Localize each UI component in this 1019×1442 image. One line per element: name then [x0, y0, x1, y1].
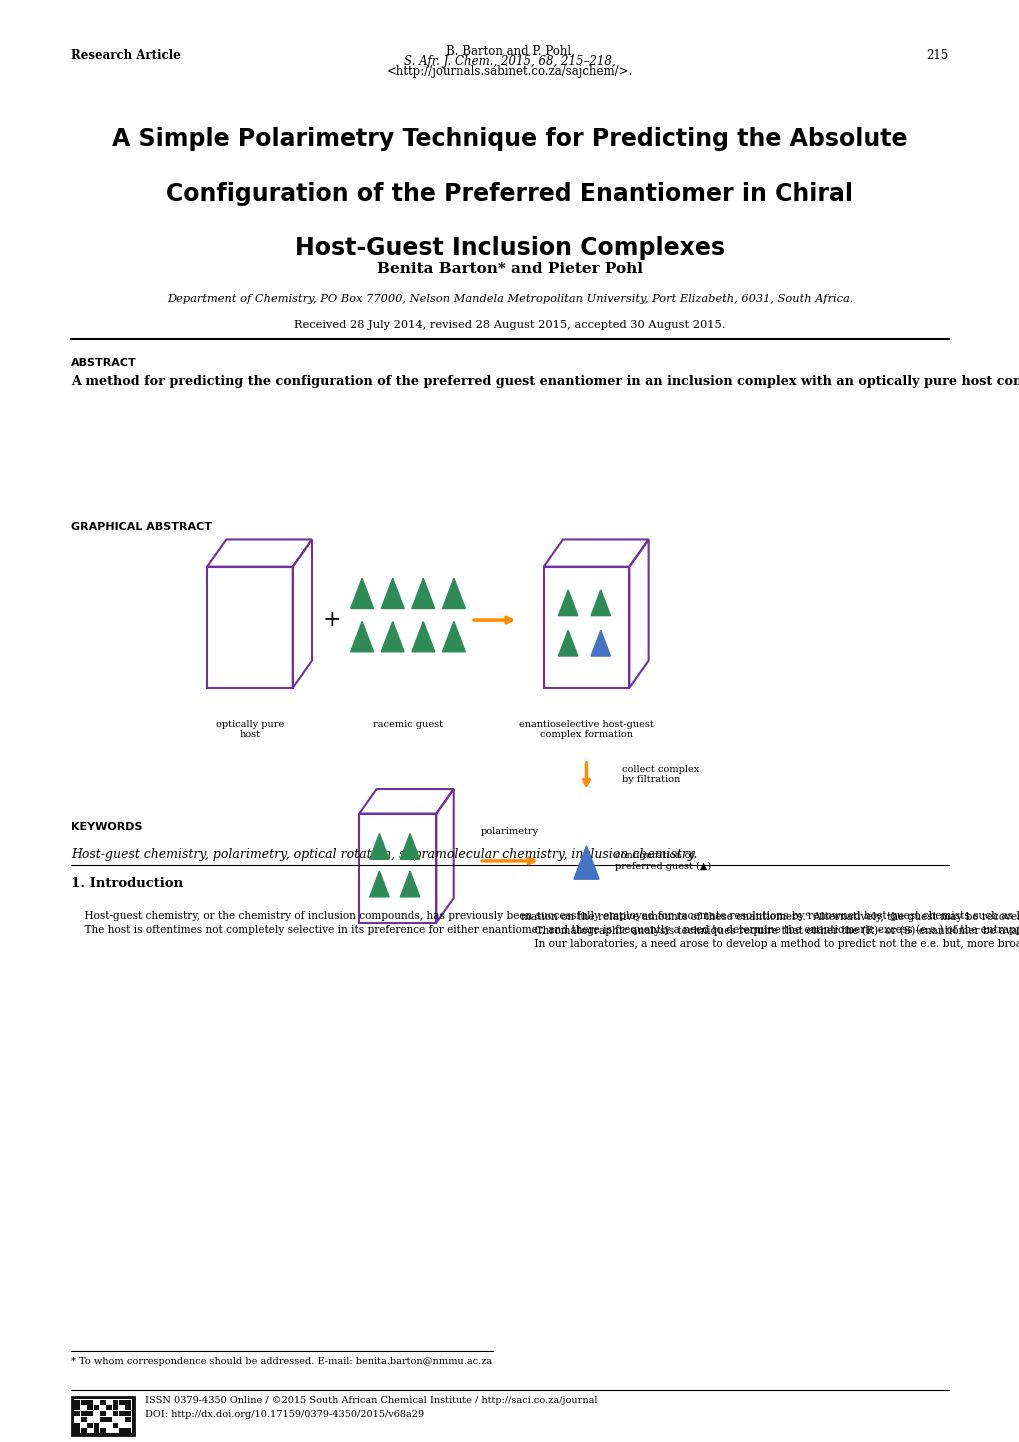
Text: <http://journals.sabinet.co.za/sajchem/>.: <http://journals.sabinet.co.za/sajchem/>…	[386, 65, 633, 78]
Polygon shape	[399, 833, 420, 859]
FancyBboxPatch shape	[74, 1406, 81, 1410]
FancyBboxPatch shape	[125, 1417, 130, 1422]
FancyBboxPatch shape	[100, 1429, 105, 1433]
FancyBboxPatch shape	[74, 1423, 81, 1428]
Text: * To whom correspondence should be addressed. E-mail: benita.barton@nmmu.ac.za: * To whom correspondence should be addre…	[71, 1357, 492, 1366]
FancyBboxPatch shape	[106, 1406, 112, 1410]
FancyBboxPatch shape	[87, 1400, 93, 1405]
Text: DOI: http://dx.doi.org/10.17159/0379-4350/2015/v68a29: DOI: http://dx.doi.org/10.17159/0379-435…	[145, 1410, 424, 1419]
FancyBboxPatch shape	[87, 1412, 93, 1416]
Polygon shape	[590, 630, 610, 656]
Text: ABSTRACT: ABSTRACT	[71, 358, 137, 368]
FancyBboxPatch shape	[106, 1417, 112, 1422]
FancyBboxPatch shape	[119, 1412, 124, 1416]
FancyBboxPatch shape	[94, 1423, 99, 1428]
FancyBboxPatch shape	[74, 1400, 81, 1405]
Polygon shape	[369, 871, 389, 897]
Text: A method for predicting the configuration of the preferred guest enantiomer in a: A method for predicting the configuratio…	[71, 375, 1019, 388]
Polygon shape	[412, 578, 434, 609]
FancyBboxPatch shape	[81, 1412, 87, 1416]
FancyBboxPatch shape	[94, 1406, 99, 1410]
FancyBboxPatch shape	[112, 1400, 118, 1405]
Polygon shape	[442, 578, 465, 609]
FancyBboxPatch shape	[100, 1400, 105, 1405]
Polygon shape	[399, 871, 420, 897]
FancyBboxPatch shape	[94, 1429, 99, 1433]
Polygon shape	[557, 590, 578, 616]
Text: optically pure
host: optically pure host	[216, 720, 283, 738]
FancyBboxPatch shape	[81, 1417, 87, 1422]
Text: +: +	[322, 609, 340, 632]
Polygon shape	[412, 622, 434, 652]
Text: enantioselective host-guest
complex formation: enantioselective host-guest complex form…	[519, 720, 653, 738]
Text: racemic guest: racemic guest	[373, 720, 442, 728]
Text: A Simple Polarimetry Technique for Predicting the Absolute: A Simple Polarimetry Technique for Predi…	[112, 127, 907, 151]
FancyBboxPatch shape	[100, 1412, 105, 1416]
Text: Configuration of the Preferred Enantiomer in Chiral: Configuration of the Preferred Enantiome…	[166, 182, 853, 206]
Polygon shape	[351, 578, 373, 609]
Text: S. Afr. J. Chem., 2015, 68, 215–218,: S. Afr. J. Chem., 2015, 68, 215–218,	[404, 55, 615, 68]
Polygon shape	[557, 630, 578, 656]
FancyBboxPatch shape	[100, 1417, 105, 1422]
Text: KEYWORDS: KEYWORDS	[71, 822, 143, 832]
Text: 215: 215	[925, 49, 948, 62]
FancyBboxPatch shape	[119, 1400, 124, 1405]
FancyBboxPatch shape	[74, 1412, 81, 1416]
FancyBboxPatch shape	[81, 1429, 87, 1433]
Polygon shape	[351, 622, 373, 652]
Polygon shape	[381, 622, 404, 652]
FancyBboxPatch shape	[125, 1429, 130, 1433]
Text: Received 28 July 2014, revised 28 August 2015, accepted 30 August 2015.: Received 28 July 2014, revised 28 August…	[293, 320, 726, 330]
Text: GRAPHICAL ABSTRACT: GRAPHICAL ABSTRACT	[71, 522, 212, 532]
Text: ISSN 0379-4350 Online / ©2015 South African Chemical Institute / http://saci.co.: ISSN 0379-4350 Online / ©2015 South Afri…	[145, 1396, 597, 1405]
Text: Research Article: Research Article	[71, 49, 181, 62]
FancyBboxPatch shape	[112, 1423, 118, 1428]
FancyBboxPatch shape	[112, 1412, 118, 1416]
FancyBboxPatch shape	[112, 1406, 118, 1410]
Text: B. Barton and P. Pohl,: B. Barton and P. Pohl,	[445, 45, 574, 58]
Polygon shape	[590, 590, 610, 616]
Text: Benita Barton* and Pieter Pohl: Benita Barton* and Pieter Pohl	[377, 262, 642, 277]
Polygon shape	[574, 846, 598, 880]
Text: configuration of
preferred guest (▲): configuration of preferred guest (▲)	[614, 851, 710, 871]
FancyBboxPatch shape	[74, 1399, 131, 1433]
Text: Host-Guest Inclusion Complexes: Host-Guest Inclusion Complexes	[294, 236, 725, 261]
Text: 1. Introduction: 1. Introduction	[71, 877, 183, 890]
FancyBboxPatch shape	[119, 1429, 124, 1433]
FancyBboxPatch shape	[71, 1396, 135, 1436]
Text: Department of Chemistry, PO Box 77000, Nelson Mandela Metropolitan University, P: Department of Chemistry, PO Box 77000, N…	[167, 294, 852, 304]
Text: polarimetry: polarimetry	[481, 828, 538, 836]
FancyBboxPatch shape	[125, 1412, 130, 1416]
FancyBboxPatch shape	[81, 1400, 87, 1405]
FancyBboxPatch shape	[125, 1406, 130, 1410]
Polygon shape	[381, 578, 404, 609]
Text: collect complex
by filtration: collect complex by filtration	[622, 764, 699, 784]
Text: Host-guest chemistry, or the chemistry of inclusion compounds, has previously be: Host-guest chemistry, or the chemistry o…	[71, 911, 1019, 936]
Polygon shape	[369, 833, 389, 859]
FancyBboxPatch shape	[74, 1429, 81, 1433]
Text: mation on the relative amounts of these enantiomers.⁶ Alternatively, the guest m: mation on the relative amounts of these …	[521, 911, 1019, 949]
FancyBboxPatch shape	[87, 1423, 93, 1428]
Polygon shape	[442, 622, 465, 652]
FancyBboxPatch shape	[125, 1400, 130, 1405]
FancyBboxPatch shape	[87, 1406, 93, 1410]
Text: Host-guest chemistry, polarimetry, optical rotation, supramolecular chemistry, i: Host-guest chemistry, polarimetry, optic…	[71, 848, 697, 861]
